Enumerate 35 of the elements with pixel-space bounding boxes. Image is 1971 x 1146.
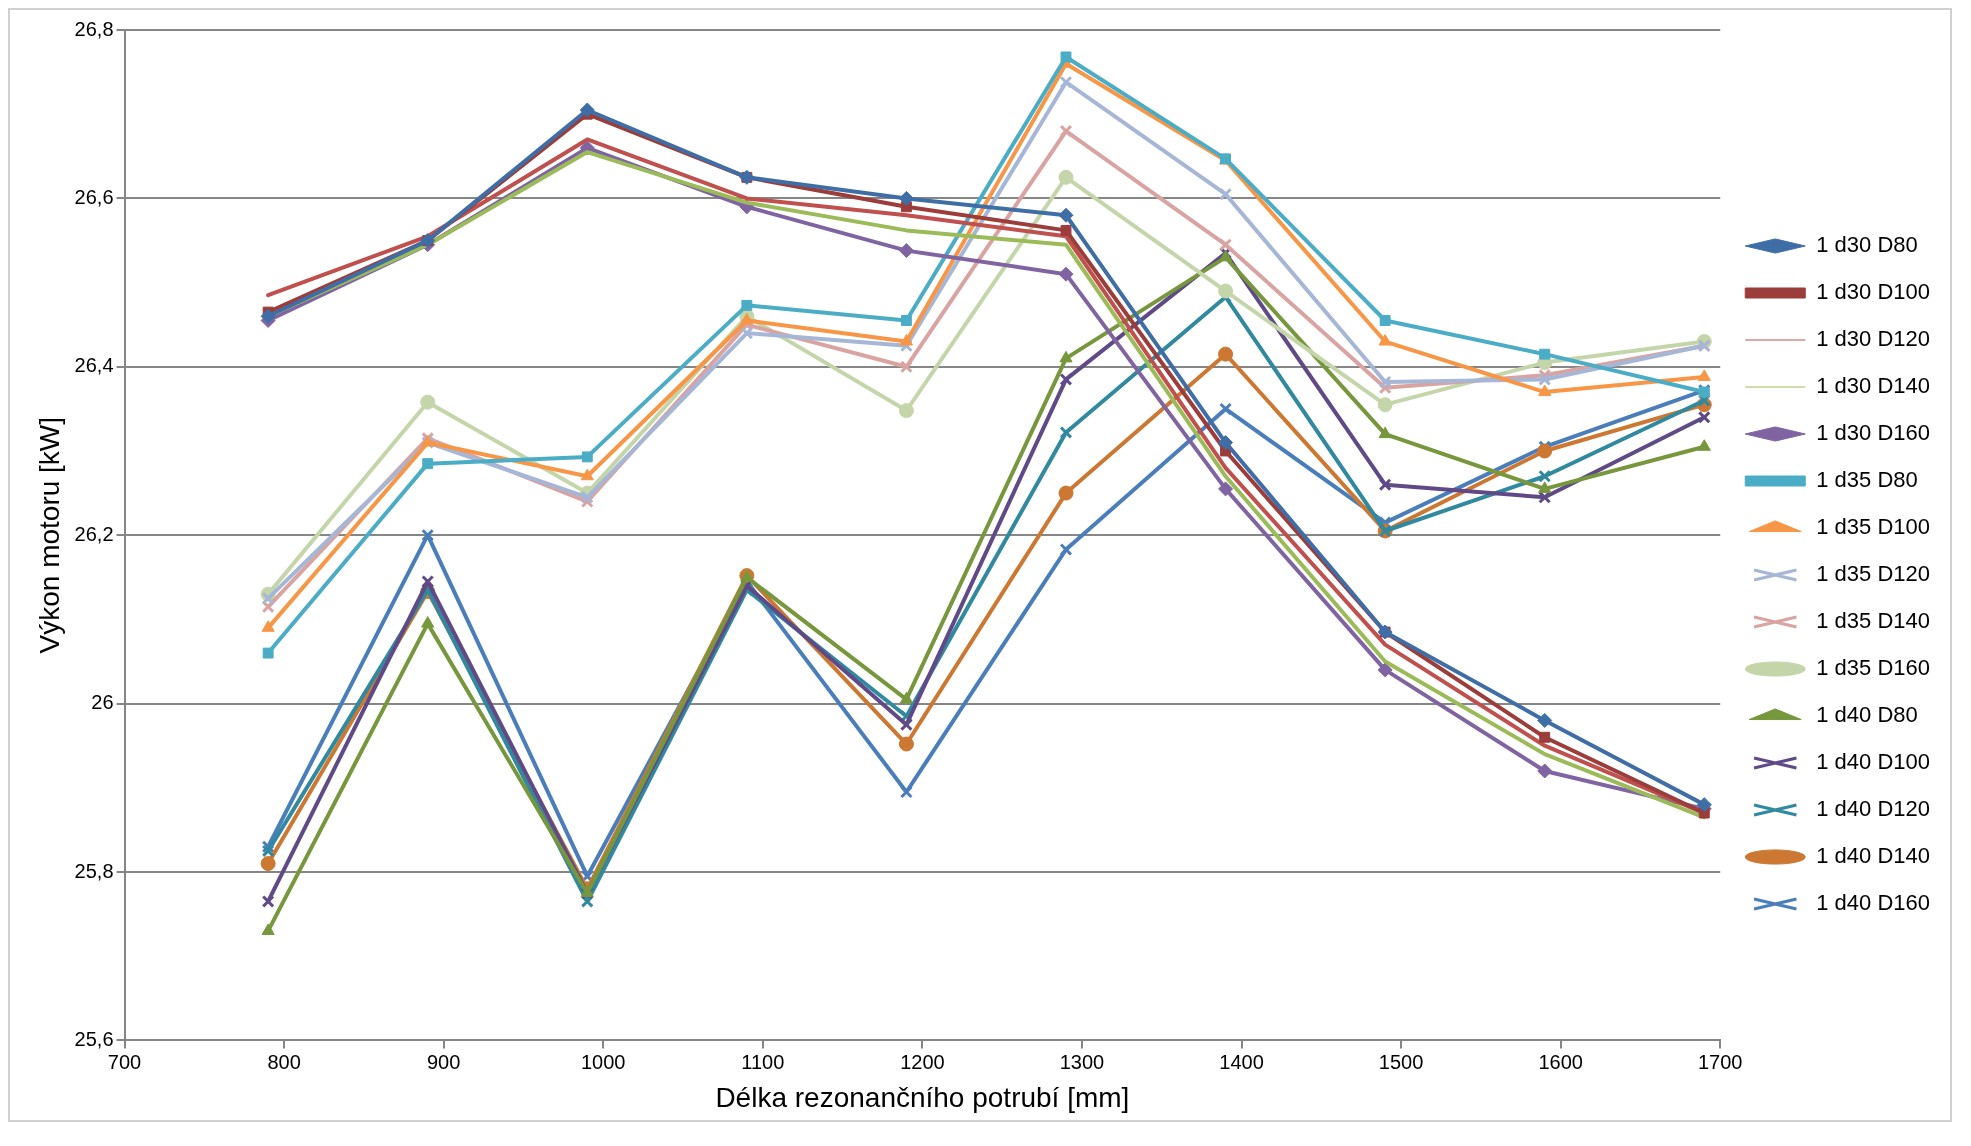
x-tick-label: 700 — [107, 1050, 142, 1073]
x-tick-label: 1300 — [1059, 1050, 1105, 1073]
y-tick-label: 26,6 — [74, 185, 114, 208]
legend-label: 1 d30 D80 — [1816, 232, 1918, 258]
y-axis-title: Výkon motoru [kW] — [33, 416, 65, 654]
legend-label: 1 d35 D80 — [1816, 467, 1918, 493]
x-tick-label: 1500 — [1378, 1050, 1424, 1073]
legend-label: 1 d30 D100 — [1816, 279, 1931, 305]
x-axis-title: Délka rezonančního potrubí [mm] — [715, 1081, 1130, 1113]
x-tick-label: 1600 — [1538, 1050, 1583, 1073]
legend-label: 1 d35 D140 — [1816, 608, 1931, 634]
legend-label: 1 d30 D120 — [1816, 326, 1931, 352]
legend-label: 1 d40 D100 — [1816, 749, 1931, 775]
x-tick-label: 1700 — [1697, 1050, 1743, 1073]
legend-label: 1 d35 D100 — [1816, 514, 1931, 540]
legend-label: 1 d35 D160 — [1816, 655, 1931, 681]
y-tick-label: 26,8 — [74, 17, 114, 40]
legend-label: 1 d30 D160 — [1816, 420, 1931, 446]
y-tick-label: 26 — [91, 691, 114, 714]
x-tick-label: 1000 — [580, 1050, 626, 1073]
legend-label: 1 d35 D120 — [1816, 561, 1931, 587]
y-tick-label: 25,8 — [74, 859, 114, 882]
x-tick-label: 900 — [426, 1050, 461, 1073]
legend-label: 1 d30 D140 — [1816, 373, 1931, 399]
legend-label: 1 d40 D160 — [1816, 890, 1931, 916]
legend-label: 1 d40 D140 — [1816, 843, 1931, 869]
y-tick-label: 26,4 — [74, 354, 114, 377]
x-tick-label: 1400 — [1219, 1050, 1264, 1073]
legend-label: 1 d40 D80 — [1816, 702, 1918, 728]
x-tick-label: 800 — [267, 1050, 301, 1073]
x-tick-label: 1200 — [900, 1050, 945, 1073]
y-tick-label: 25,6 — [74, 1027, 114, 1050]
x-tick-label: 1100 — [741, 1050, 785, 1073]
y-tick-label: 26,2 — [74, 522, 114, 545]
legend-label: 1 d40 D120 — [1816, 796, 1931, 822]
